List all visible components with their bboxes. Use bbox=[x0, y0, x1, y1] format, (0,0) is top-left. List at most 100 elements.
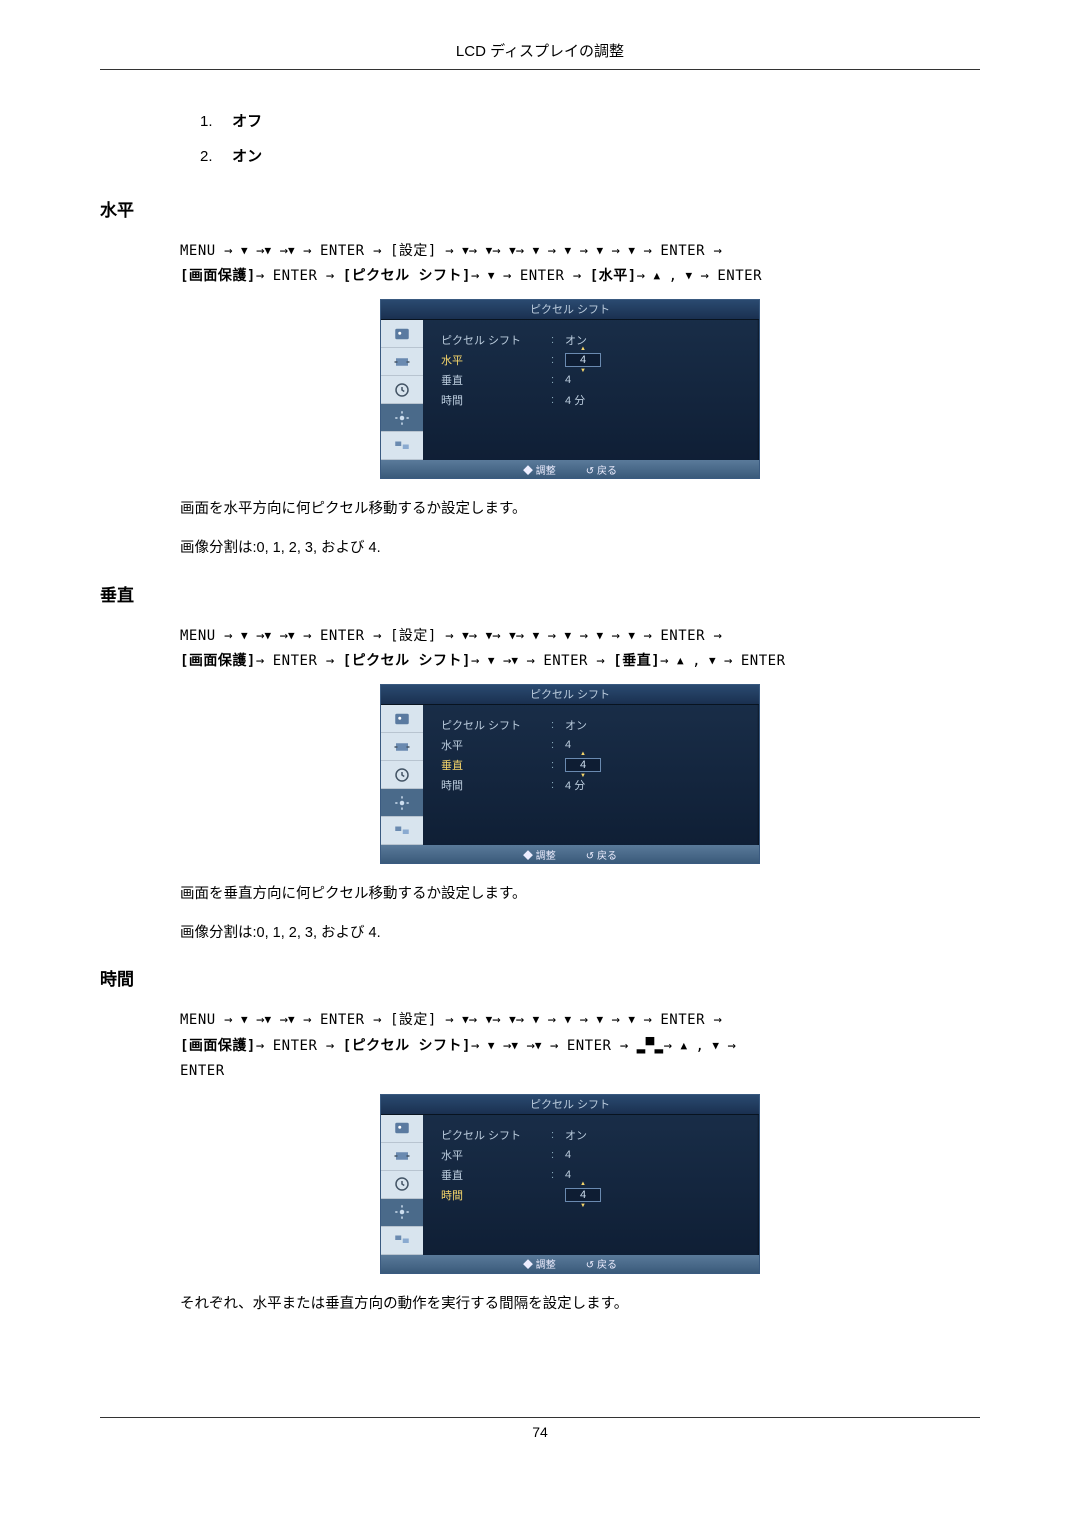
osd-row-value: オン bbox=[565, 717, 587, 733]
arrow-right-icon: → bbox=[224, 243, 232, 259]
arrow-down-icon: ▼ bbox=[565, 244, 572, 257]
nav-horizontal: [水平] bbox=[590, 268, 637, 284]
osd-row-label: ピクセル シフト bbox=[441, 717, 551, 733]
arrow-right-icon: → bbox=[326, 653, 334, 669]
osd-footer-back: ↺ 戻る bbox=[586, 462, 617, 477]
osd-footer: ◆ 調整 ↺ 戻る bbox=[381, 1255, 759, 1273]
arrow-right-icon: → bbox=[280, 1012, 288, 1028]
osd-footer-back: ↺ 戻る bbox=[586, 847, 617, 862]
arrow-right-icon: → bbox=[701, 268, 709, 284]
arrow-right-icon: → bbox=[580, 1012, 588, 1028]
nav-settings: [設定] bbox=[390, 243, 437, 259]
osd-row-value: 4 分 bbox=[565, 777, 585, 793]
osd-footer: ◆ 調整 ↺ 戻る bbox=[381, 845, 759, 863]
arrow-right-icon: → bbox=[492, 1012, 500, 1028]
osd-row-value: 4 bbox=[565, 739, 571, 751]
separator-comma: , bbox=[692, 653, 709, 669]
osd-icon-multi bbox=[381, 1227, 423, 1255]
list-num: 2. bbox=[200, 148, 228, 165]
arrow-right-icon: → bbox=[573, 268, 581, 284]
arrow-down-icon: ▼ bbox=[265, 629, 272, 642]
osd-row-horizontal: 水平 : 4 bbox=[441, 350, 745, 370]
arrow-down-icon: ▼ bbox=[486, 244, 493, 257]
arrow-down-icon: ▼ bbox=[462, 629, 469, 642]
arrow-right-icon: → bbox=[373, 1012, 381, 1028]
nav-enter: ENTER bbox=[273, 1038, 318, 1054]
osd-footer-back: ↺ 戻る bbox=[586, 1256, 617, 1271]
desc-vertical-2: 画像分割は:0, 1, 2, 3, および 4. bbox=[180, 921, 960, 946]
osd-row-label: 時間 bbox=[441, 1187, 551, 1203]
arrow-down-icon: ▼ bbox=[265, 244, 272, 257]
arrow-up-icon: ▲ bbox=[677, 654, 684, 667]
section-heading-horizontal: 水平 bbox=[100, 196, 960, 221]
colon: : bbox=[551, 394, 565, 406]
osd-row-label: 時間 bbox=[441, 777, 551, 793]
list-num: 1. bbox=[200, 113, 228, 130]
arrow-right-icon: → bbox=[713, 1012, 721, 1028]
content-body: 1. オフ 2. オン 水平 MENU → ▼ →▼ →▼ → ENTER → … bbox=[100, 110, 980, 1317]
nav-path-time: MENU → ▼ →▼ →▼ → ENTER → [設定] → ▼→ ▼→ ▼→… bbox=[180, 1008, 960, 1084]
arrow-right-icon: → bbox=[643, 1012, 651, 1028]
arrow-down-icon: ▼ bbox=[712, 1039, 719, 1052]
arrow-right-icon: → bbox=[280, 243, 288, 259]
osd-title: ピクセル シフト bbox=[381, 1095, 759, 1115]
page-header-title: LCD ディスプレイの調整 bbox=[100, 40, 980, 70]
list-label: オフ bbox=[232, 113, 262, 130]
osd-row-vertical: 垂直 : 4 bbox=[441, 370, 745, 390]
arrow-right-icon: → bbox=[303, 243, 311, 259]
arrow-up-icon: ▲ bbox=[654, 269, 661, 282]
nav-menu: MENU bbox=[180, 243, 216, 259]
arrow-down-icon: ▼ bbox=[628, 244, 635, 257]
arrow-right-icon: → bbox=[612, 243, 620, 259]
arrow-right-icon: → bbox=[303, 628, 311, 644]
osd-icon-strip bbox=[381, 705, 423, 845]
osd-screenshot-horizontal: ピクセル シフト ピクセル シフト : オン 水平 bbox=[180, 299, 960, 479]
arrow-right-icon: → bbox=[660, 653, 668, 669]
desc-horizontal-1: 画面を水平方向に何ピクセル移動するか設定します。 bbox=[180, 497, 960, 522]
arrow-down-icon: ▼ bbox=[511, 1039, 518, 1052]
section-heading-time: 時間 bbox=[100, 965, 960, 990]
arrow-down-icon: ▼ bbox=[241, 629, 248, 642]
colon: : bbox=[551, 354, 565, 366]
arrow-right-icon: → bbox=[224, 1012, 232, 1028]
arrow-down-icon: ▼ bbox=[596, 629, 603, 642]
osd-row-label: 水平 bbox=[441, 352, 551, 368]
arrow-down-icon: ▼ bbox=[533, 629, 540, 642]
nav-pixelshift: [ピクセル シフト] bbox=[343, 653, 471, 669]
arrow-down-icon: ▼ bbox=[565, 629, 572, 642]
osd-icon-input bbox=[381, 733, 423, 761]
colon: : bbox=[551, 1149, 565, 1161]
osd-row-pixelshift: ピクセル シフト : オン bbox=[441, 1125, 745, 1145]
nav-enter: ENTER bbox=[741, 653, 786, 669]
osd-icon-picture bbox=[381, 1115, 423, 1143]
osd-icon-strip bbox=[381, 1115, 423, 1255]
arrow-down-icon: ▼ bbox=[241, 244, 248, 257]
arrow-right-icon: → bbox=[503, 268, 511, 284]
arrow-down-icon: ▼ bbox=[488, 1039, 495, 1052]
arrow-right-icon: → bbox=[548, 1012, 556, 1028]
arrow-right-icon: → bbox=[303, 1012, 311, 1028]
nav-enter: ENTER bbox=[320, 1012, 365, 1028]
osd-row-label: 垂直 bbox=[441, 1167, 551, 1183]
arrow-right-icon: → bbox=[256, 653, 264, 669]
colon: : bbox=[551, 739, 565, 751]
nav-screenprotect: [画面保護] bbox=[180, 268, 256, 284]
arrow-right-icon: → bbox=[713, 628, 721, 644]
osd-row-time: 時間 4 bbox=[441, 1185, 745, 1205]
arrow-down-icon: ▼ bbox=[288, 244, 295, 257]
arrow-right-icon: → bbox=[280, 628, 288, 644]
nav-enter: ENTER bbox=[567, 1038, 612, 1054]
osd-row-label: ピクセル シフト bbox=[441, 332, 551, 348]
osd-footer-adjust: ◆ 調整 bbox=[523, 1256, 556, 1271]
nav-menu: MENU bbox=[180, 1012, 216, 1028]
arrow-down-icon: ▼ bbox=[288, 1013, 295, 1026]
list-item: 2. オン bbox=[200, 145, 960, 166]
osd-panel: ピクセル シフト ピクセル シフト : オン 水平 bbox=[380, 684, 760, 864]
separator-comma: , bbox=[669, 268, 686, 284]
nav-settings: [設定] bbox=[390, 628, 437, 644]
osd-icon-strip bbox=[381, 320, 423, 460]
arrow-right-icon: → bbox=[256, 1038, 264, 1054]
osd-icon-multi bbox=[381, 817, 423, 845]
nav-enter: ENTER bbox=[660, 1012, 705, 1028]
osd-icon-input bbox=[381, 1143, 423, 1171]
